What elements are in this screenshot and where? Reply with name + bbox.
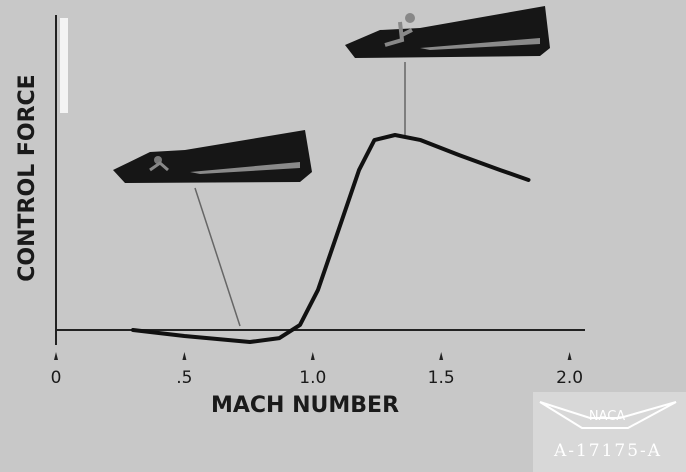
x-tick-label: 0	[51, 368, 62, 388]
watermark-id: A-17175-A	[553, 441, 662, 461]
chart: NACA A-17175-A MACH NUMBER CONTROL FORCE…	[0, 0, 686, 472]
y-axis-label: CONTROL FORCE	[15, 74, 40, 281]
x-axis-label: MACH NUMBER	[211, 393, 399, 418]
watermark-logo: NACA	[589, 409, 625, 424]
x-tick-label: 1.0	[299, 368, 326, 388]
x-tick-label: .5	[176, 368, 192, 388]
x-tick-label: 2.0	[556, 368, 583, 388]
x-tick-label: 1.5	[428, 368, 455, 388]
glare	[60, 18, 68, 113]
